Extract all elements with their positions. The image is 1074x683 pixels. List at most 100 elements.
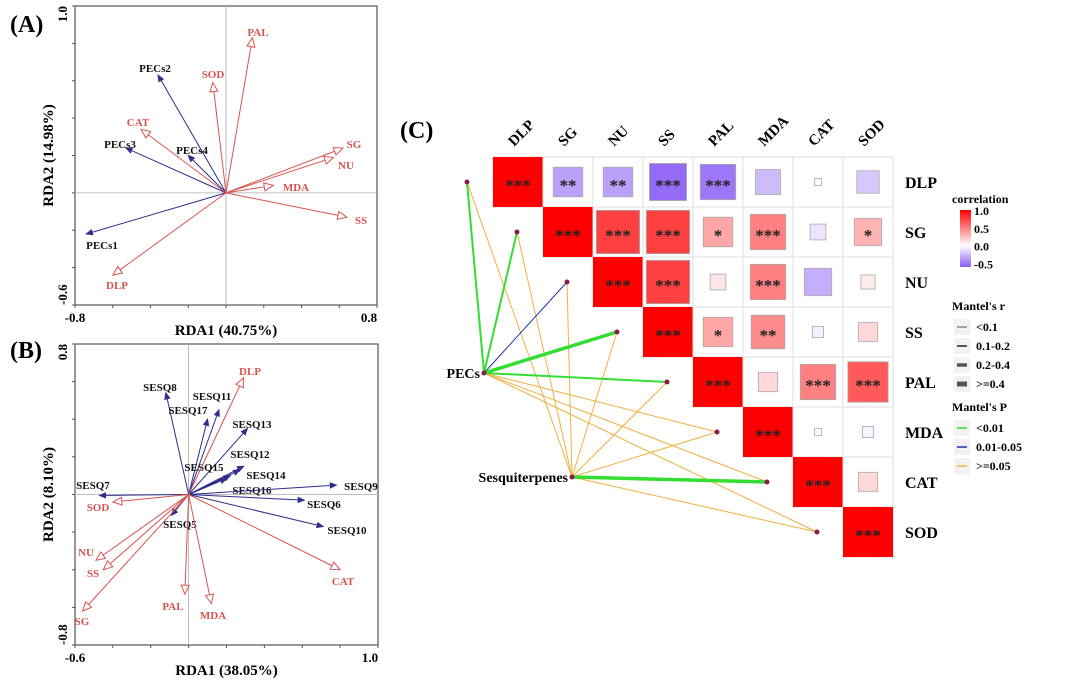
vector-line xyxy=(187,155,227,194)
significance-mark: *** xyxy=(605,226,631,245)
column-label: MDA xyxy=(756,113,793,150)
legend-label: <0.01 xyxy=(976,421,1004,435)
vector-arrowhead xyxy=(236,465,245,473)
correlation-panel: (C) DLP DLP SG SG NU NU SS SS PAL PAL MDA MDA CAT CAT S… xyxy=(400,113,1022,558)
vector-arrowhead xyxy=(235,376,245,389)
vector-label: SESQ11 xyxy=(193,391,232,403)
correlation-square xyxy=(552,166,584,198)
vector-label: SESQ5 xyxy=(163,519,197,531)
correlation-square xyxy=(853,217,883,247)
x-tick-label: -0.6 xyxy=(65,650,86,665)
row-label: NU xyxy=(905,275,929,292)
column-label: SS xyxy=(656,127,679,150)
row-label: SS xyxy=(905,325,923,342)
correlation-square xyxy=(743,407,793,457)
mantel-link xyxy=(571,476,818,533)
vector-arrowhead xyxy=(297,496,306,504)
colorbar-tick-label: 0.0 xyxy=(974,240,989,254)
group-label: PECs xyxy=(447,367,481,382)
significance-mark: *** xyxy=(655,176,681,195)
vector-line xyxy=(119,192,227,271)
mantel-link xyxy=(483,372,818,533)
legend-label: <0.1 xyxy=(976,320,998,334)
legend-label: 0.01-0.05 xyxy=(976,440,1022,454)
vector-arrowhead xyxy=(140,128,152,139)
significance-mark: *** xyxy=(655,276,681,295)
vector-arrowhead xyxy=(329,561,342,571)
row-label: DLP xyxy=(905,175,937,192)
vector-label: PECs4 xyxy=(176,145,208,157)
correlation-square xyxy=(750,314,786,350)
correlation-square xyxy=(803,267,833,297)
row-label: SG xyxy=(905,225,927,242)
correlation-square xyxy=(809,223,827,241)
significance-mark: *** xyxy=(755,426,781,445)
vector-line xyxy=(184,494,190,586)
vector-arrowhead xyxy=(263,182,275,192)
correlation-square xyxy=(749,213,787,251)
mantel-link xyxy=(571,331,618,478)
vector-label: DLP xyxy=(106,280,128,292)
vector-line xyxy=(225,192,339,216)
vector-arrowhead xyxy=(111,496,123,506)
vector-arrowhead xyxy=(329,482,338,489)
variable-node xyxy=(564,279,570,285)
legend-label: >=0.4 xyxy=(976,377,1005,391)
vector-line xyxy=(225,186,265,194)
mantel-link xyxy=(466,181,573,478)
significance-mark: *** xyxy=(755,276,781,295)
vector-arrowhead xyxy=(81,600,93,613)
vector-label: SOD xyxy=(87,502,110,514)
vector-arrowhead xyxy=(336,210,349,220)
significance-mark: *** xyxy=(555,226,581,245)
vector-arrowhead xyxy=(204,593,215,605)
vector-label: CAT xyxy=(332,576,355,588)
colorbar-tick-label: -0.5 xyxy=(974,257,993,271)
legend-label: 0.2-0.4 xyxy=(976,358,1010,372)
vector-label: SG xyxy=(347,139,362,151)
vector-line xyxy=(225,46,252,193)
vector-line xyxy=(188,494,305,501)
vector-arrowhead xyxy=(98,492,107,499)
y-tick-label: 0.8 xyxy=(55,344,70,361)
significance-mark: *** xyxy=(705,376,731,395)
correlation-square xyxy=(602,166,634,198)
mantel-link xyxy=(483,372,768,483)
significance-mark: ** xyxy=(760,326,777,345)
correlation-square xyxy=(812,326,824,338)
y-axis-label: RDA2 (14.98%) xyxy=(41,104,57,207)
mantel-p-legend-title: Mantel's P xyxy=(952,400,1007,414)
mantel-link xyxy=(571,431,718,478)
correlation-square xyxy=(645,209,691,255)
vector-arrowhead xyxy=(94,550,107,562)
rda-panel-1: (B) -0.6 1.0 -0.8 0.8 RDA1 (38.05%) RDA2 (8.10… xyxy=(10,338,379,679)
y-tick-label: 1.0 xyxy=(55,6,70,22)
vector-label: SESQ17 xyxy=(168,405,208,417)
panel-label: (B) xyxy=(10,338,42,364)
x-tick-label: -0.8 xyxy=(65,310,86,325)
y-axis-label: RDA2 (8.10%) xyxy=(41,447,57,542)
vector-label: SESQ14 xyxy=(246,470,286,482)
mantel-link xyxy=(571,381,668,478)
significance-mark: *** xyxy=(805,376,831,395)
group-label: Sesquiterpenes xyxy=(479,471,569,486)
correlation-square xyxy=(709,273,727,291)
vector-arrowhead xyxy=(209,81,219,93)
x-tick-label: 1.0 xyxy=(362,650,378,665)
correlation-square xyxy=(857,321,879,343)
correlation-square xyxy=(843,507,893,557)
vector-label: PECs3 xyxy=(104,139,136,151)
panel-label: (C) xyxy=(400,118,433,144)
mantel-r-legend-title: Mantel's r xyxy=(952,299,1006,313)
vector-arrowhead xyxy=(213,408,220,418)
correlation-square xyxy=(749,263,787,301)
vector-arrowhead xyxy=(323,155,335,165)
variable-node xyxy=(664,379,670,385)
vector-label: SESQ15 xyxy=(184,462,224,474)
panel-label: (A) xyxy=(10,12,43,38)
vector-arrowhead xyxy=(240,427,249,436)
vector-label: SG xyxy=(75,616,90,628)
vector-line xyxy=(188,484,337,495)
vector-line xyxy=(188,494,333,567)
significance-mark: *** xyxy=(655,226,681,245)
